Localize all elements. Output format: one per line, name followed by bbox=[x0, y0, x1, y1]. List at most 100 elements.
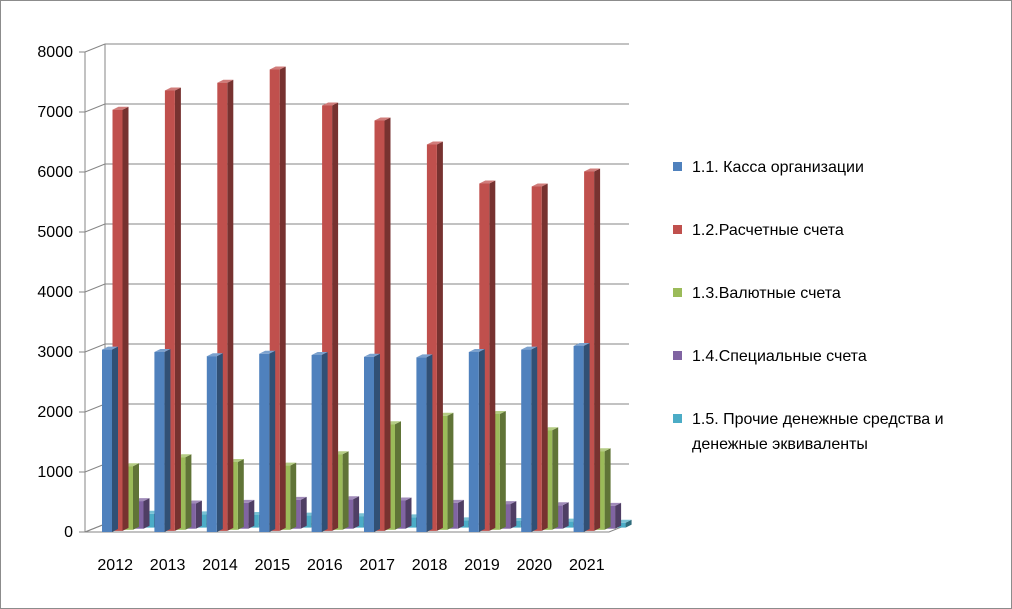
bar-side bbox=[457, 499, 464, 529]
bar-side bbox=[290, 462, 297, 530]
bar[interactable] bbox=[206, 356, 217, 532]
bar-top bbox=[531, 183, 548, 187]
bar-side bbox=[552, 427, 559, 530]
bar-side bbox=[489, 180, 496, 531]
bar-side bbox=[499, 411, 506, 530]
bar-side bbox=[174, 87, 181, 531]
bar-top bbox=[374, 117, 391, 121]
legend-swatch bbox=[673, 288, 682, 297]
y-tick-label: 1000 bbox=[37, 464, 73, 481]
bar-side bbox=[164, 349, 171, 532]
bar-side bbox=[279, 66, 286, 531]
bar-top bbox=[416, 354, 433, 358]
bar[interactable] bbox=[112, 109, 123, 531]
legend-label: 1.3.Валютные счета bbox=[692, 285, 841, 302]
bar-side bbox=[195, 500, 202, 529]
bar-top bbox=[468, 349, 485, 352]
bar-side bbox=[353, 496, 360, 529]
x-tick-label: 2014 bbox=[202, 557, 238, 574]
bar-side bbox=[384, 117, 391, 531]
gridline-wall bbox=[84, 283, 106, 293]
x-tick-label: 2017 bbox=[359, 557, 395, 574]
bar-top bbox=[217, 79, 234, 83]
bar-side bbox=[615, 502, 622, 529]
bar-side bbox=[395, 421, 401, 530]
bar-side bbox=[216, 353, 223, 532]
bar[interactable] bbox=[311, 355, 322, 532]
bar-side bbox=[112, 346, 118, 532]
gridline-wall bbox=[84, 43, 106, 53]
bar-side bbox=[185, 454, 192, 530]
bar-top bbox=[364, 353, 380, 357]
x-tick-label: 2020 bbox=[517, 557, 553, 574]
bar-side bbox=[269, 350, 276, 532]
bar[interactable] bbox=[164, 90, 175, 531]
gridline-wall bbox=[84, 463, 106, 473]
bar[interactable] bbox=[102, 349, 112, 532]
gridline-wall bbox=[84, 343, 106, 353]
bar-side bbox=[625, 519, 632, 528]
x-tick-label: 2013 bbox=[150, 557, 186, 574]
bar[interactable] bbox=[468, 352, 479, 532]
x-tick-label: 2021 bbox=[569, 557, 605, 574]
bar-top bbox=[479, 180, 496, 184]
bar-top bbox=[164, 87, 181, 91]
bar-side bbox=[321, 352, 328, 532]
legend-label: денежные эквиваленты bbox=[692, 436, 868, 453]
y-tick-label: 0 bbox=[64, 524, 73, 541]
legend-swatch bbox=[673, 351, 682, 360]
x-tick-label: 2015 bbox=[255, 557, 291, 574]
gridline-wall bbox=[84, 103, 106, 113]
bar-top bbox=[311, 352, 328, 355]
bar-top bbox=[259, 350, 276, 354]
x-tick-label: 2012 bbox=[97, 557, 133, 574]
x-tick-label: 2016 bbox=[307, 557, 343, 574]
gridline-wall bbox=[84, 163, 106, 173]
y-tick-label: 5000 bbox=[37, 224, 73, 241]
bar-top bbox=[206, 353, 223, 357]
bar-side bbox=[531, 346, 538, 532]
bar-top bbox=[426, 141, 443, 145]
bar[interactable] bbox=[259, 353, 270, 532]
bar[interactable] bbox=[416, 357, 427, 532]
legend-label: 1.2.Расчетные счета bbox=[692, 222, 844, 239]
legend-label: 1.4.Специальные счета bbox=[692, 348, 867, 365]
bar-top bbox=[322, 102, 339, 106]
bar-top bbox=[154, 349, 171, 352]
bar[interactable] bbox=[426, 144, 437, 531]
bar-side bbox=[583, 343, 590, 532]
bar[interactable] bbox=[573, 346, 584, 532]
x-tick-label: 2019 bbox=[464, 557, 500, 574]
bar[interactable] bbox=[521, 349, 532, 532]
bar-side bbox=[342, 451, 349, 530]
bar-side bbox=[604, 448, 611, 530]
bar[interactable] bbox=[217, 82, 228, 531]
bar[interactable] bbox=[322, 105, 333, 531]
bar-side bbox=[447, 412, 454, 530]
bar-side bbox=[332, 102, 339, 531]
bar[interactable] bbox=[364, 356, 374, 532]
bar-top bbox=[269, 66, 286, 70]
bar-side bbox=[426, 354, 433, 532]
gridline-wall bbox=[84, 223, 106, 233]
bar-side bbox=[227, 79, 234, 531]
bar[interactable] bbox=[269, 69, 280, 531]
bar-side bbox=[594, 168, 601, 531]
legend-swatch bbox=[673, 162, 682, 171]
bar-side bbox=[436, 141, 443, 531]
bar-side bbox=[541, 183, 548, 531]
bar-side bbox=[405, 497, 412, 529]
y-tick-label: 4000 bbox=[37, 284, 73, 301]
bar-side bbox=[143, 498, 150, 529]
bar[interactable] bbox=[374, 120, 385, 531]
bar[interactable] bbox=[154, 352, 165, 532]
legend-label: 1.5. Прочие денежные средства и bbox=[692, 411, 944, 428]
bar-top bbox=[584, 168, 601, 172]
legend-label: 1.1. Касса организации bbox=[692, 159, 864, 176]
bar-side bbox=[133, 463, 139, 530]
legend-swatch bbox=[673, 225, 682, 234]
y-tick-label: 8000 bbox=[37, 44, 73, 61]
gridline-wall bbox=[84, 403, 106, 413]
